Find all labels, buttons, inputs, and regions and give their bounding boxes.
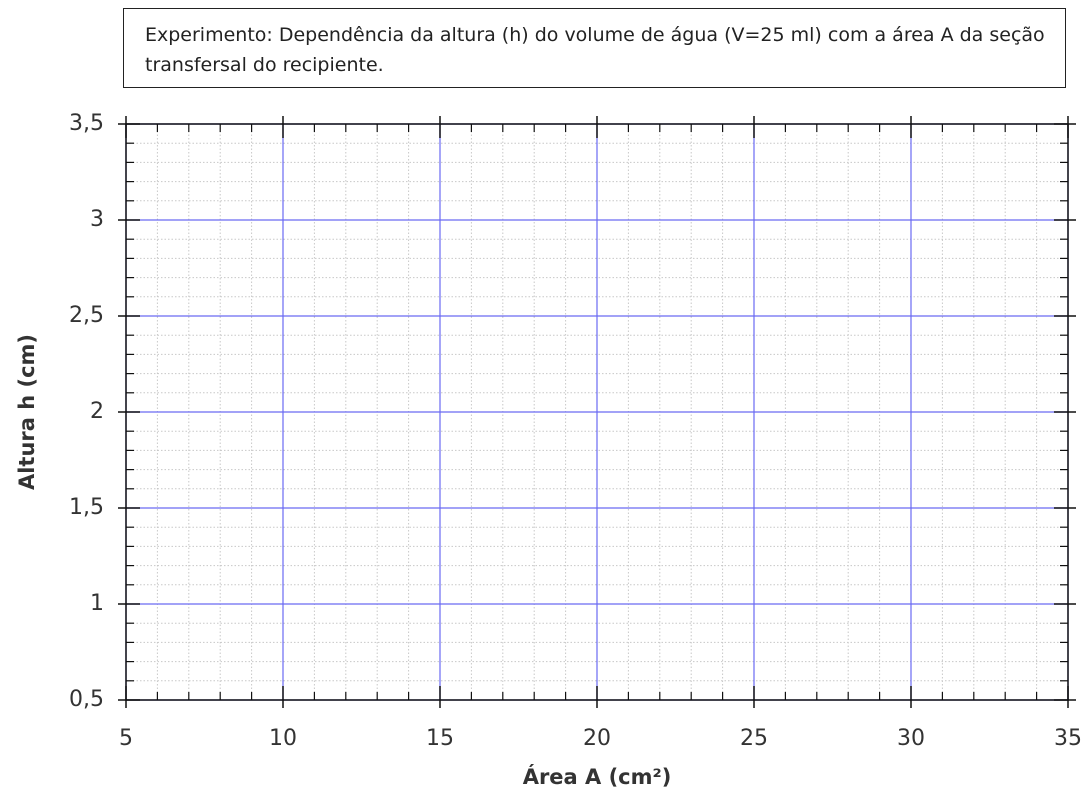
x-tick-label: 5	[119, 726, 133, 751]
y-tick-label: 0,5	[69, 687, 104, 712]
x-tick-label: 30	[897, 726, 925, 751]
y-tick-label: 1,5	[69, 495, 104, 520]
chart-title: Experimento: Dependência da altura (h) d…	[123, 8, 1066, 88]
x-tick-label: 15	[426, 726, 454, 751]
x-tick-label: 10	[269, 726, 297, 751]
y-axis-label: Altura h (cm)	[15, 334, 39, 490]
y-tick-label: 2	[90, 399, 104, 424]
x-tick-label: 20	[583, 726, 611, 751]
y-tick-label: 1	[90, 591, 104, 616]
y-tick-label: 3,5	[69, 111, 104, 136]
y-tick-label: 3	[90, 207, 104, 232]
y-tick-label: 2,5	[69, 303, 104, 328]
x-tick-label: 35	[1054, 726, 1082, 751]
x-axis-label: Área A (cm²)	[523, 764, 672, 789]
x-tick-label: 25	[740, 726, 768, 751]
